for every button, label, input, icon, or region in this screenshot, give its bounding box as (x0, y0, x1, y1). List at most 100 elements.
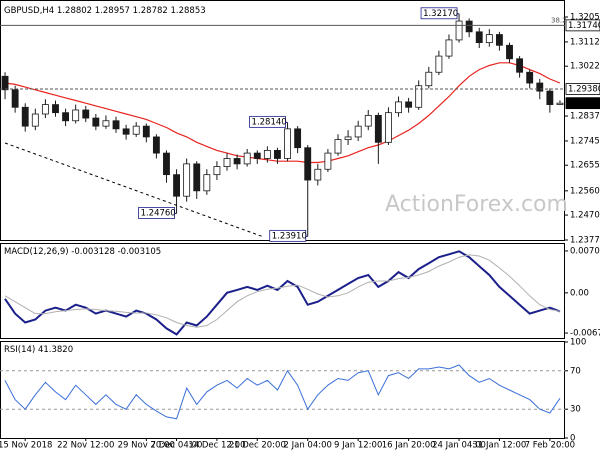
price-label: 1.28140 (252, 117, 287, 127)
candle-body (243, 152, 251, 165)
candle-body (263, 150, 271, 159)
panel-header: MACD(12,26,9) -0.003128 -0.003105 (4, 247, 161, 257)
header-value: -0.003128 (71, 247, 115, 257)
candle-body (314, 168, 322, 181)
y-tick-label: -0.006774 (570, 329, 600, 339)
candle-body (233, 158, 241, 165)
candle-body (485, 34, 493, 44)
candle-body (556, 102, 564, 105)
level-label: 1.28853 (568, 99, 600, 109)
candle-body (516, 58, 524, 73)
candle-body (395, 101, 402, 114)
header-value: 1.28853 (171, 6, 206, 16)
x-tick-label: 31 Jan 12:00 (473, 441, 527, 450)
candle-body (526, 71, 534, 84)
x-tick-label: 14 Dec 12:00 (188, 441, 245, 450)
panel-header: RSI(14) 41.3820 (4, 345, 73, 355)
x-tick-label: 21 Dec 20:00 (229, 441, 286, 450)
series-line (4, 62, 561, 164)
header-value: 41.3820 (38, 345, 73, 355)
y-tick-label: 1.25600 (570, 186, 600, 196)
candle-body (152, 136, 160, 154)
y-tick-label: 0.007063 (570, 246, 600, 256)
price-label: 1.32170 (423, 9, 458, 19)
candle-body (546, 90, 554, 105)
candle-body (294, 128, 302, 149)
candle-body (364, 114, 372, 127)
candle-body (334, 139, 342, 154)
candle-body (455, 20, 463, 41)
candle-body (213, 166, 221, 176)
candle-body (21, 106, 29, 127)
y-tick-label: 100 (570, 338, 586, 348)
candle-body (304, 147, 312, 181)
x-tick-label: 15 Nov 2018 (0, 441, 52, 450)
level-label-box (565, 97, 600, 110)
price-label: 1.24760 (141, 208, 176, 218)
candle-body (425, 71, 433, 87)
series-line (4, 364, 561, 420)
candle-body (374, 114, 382, 143)
level-label: 1.29380 (568, 84, 600, 94)
y-tick-label: 0.00 (570, 288, 589, 298)
candle-body (1, 75, 9, 91)
x-tick-label: 29 Nov 20:00 (118, 441, 175, 450)
header-value: 1.28802 (57, 6, 92, 16)
candle-body (465, 20, 473, 33)
candle-body (62, 112, 70, 122)
x-tick-label: 7 Dec 04:00 (151, 441, 203, 450)
y-tick-label: 1.30225 (570, 62, 600, 72)
candle-body (223, 158, 231, 167)
candle-body (475, 31, 483, 44)
candle-body (142, 125, 150, 138)
candle-body (82, 109, 90, 119)
candle-body (495, 34, 503, 46)
y-tick-label: 1.26550 (570, 161, 600, 171)
y-tick-label: 1.24700 (570, 211, 600, 221)
y-tick-label: 70 (570, 366, 581, 376)
rsi-panel (0, 341, 565, 439)
candle-body (415, 85, 423, 108)
candle-body (405, 101, 413, 108)
header-value: 1.28957 (95, 6, 130, 16)
candle-body (41, 104, 49, 115)
candle-body (506, 44, 513, 60)
candle-body (324, 152, 332, 170)
watermark: ActionForex.com (385, 192, 568, 217)
header-value: -0.003105 (118, 247, 162, 257)
x-tick-label: 24 Jan 04:00 (432, 441, 486, 450)
candle-body (122, 128, 130, 135)
candle-body (253, 152, 261, 159)
x-tick-label: 7 Feb 20:00 (525, 441, 575, 450)
candle-body (72, 109, 80, 122)
level-label-box (565, 83, 600, 95)
candle-body (173, 174, 180, 197)
y-tick-label: 1.23775 (570, 236, 600, 246)
candle-body (435, 55, 443, 73)
y-tick-label: 1.31125 (570, 37, 600, 47)
candle-body (163, 152, 170, 176)
candle-body (284, 128, 291, 159)
fib-label: 38.2 (551, 16, 567, 24)
y-tick-label: 1.28375 (570, 112, 600, 122)
level-label-box (565, 19, 600, 32)
candle-body (132, 125, 140, 135)
x-tick-label: 9 Jan 12:00 (334, 441, 382, 450)
panel-header: GBPUSD,H4 1.28802 1.28957 1.28782 1.2885… (4, 6, 206, 16)
candle-body (354, 125, 362, 138)
candle-body (11, 89, 19, 108)
indicator-title: RSI(14) (4, 345, 35, 355)
candle-body (31, 113, 39, 127)
header-value: 1.28782 (133, 6, 168, 16)
candle-body (193, 163, 201, 192)
candle-body (344, 136, 352, 141)
candle-body (203, 174, 211, 192)
candle-body (52, 104, 59, 114)
candle-body (92, 117, 100, 127)
series-line (4, 250, 561, 336)
x-tick-label: 16 Jan 20:00 (382, 441, 436, 450)
indicator-title: MACD(12,26,9) (4, 247, 69, 257)
x-tick-label: 2 Jan 04:00 (284, 441, 332, 450)
candle-body (183, 163, 191, 197)
